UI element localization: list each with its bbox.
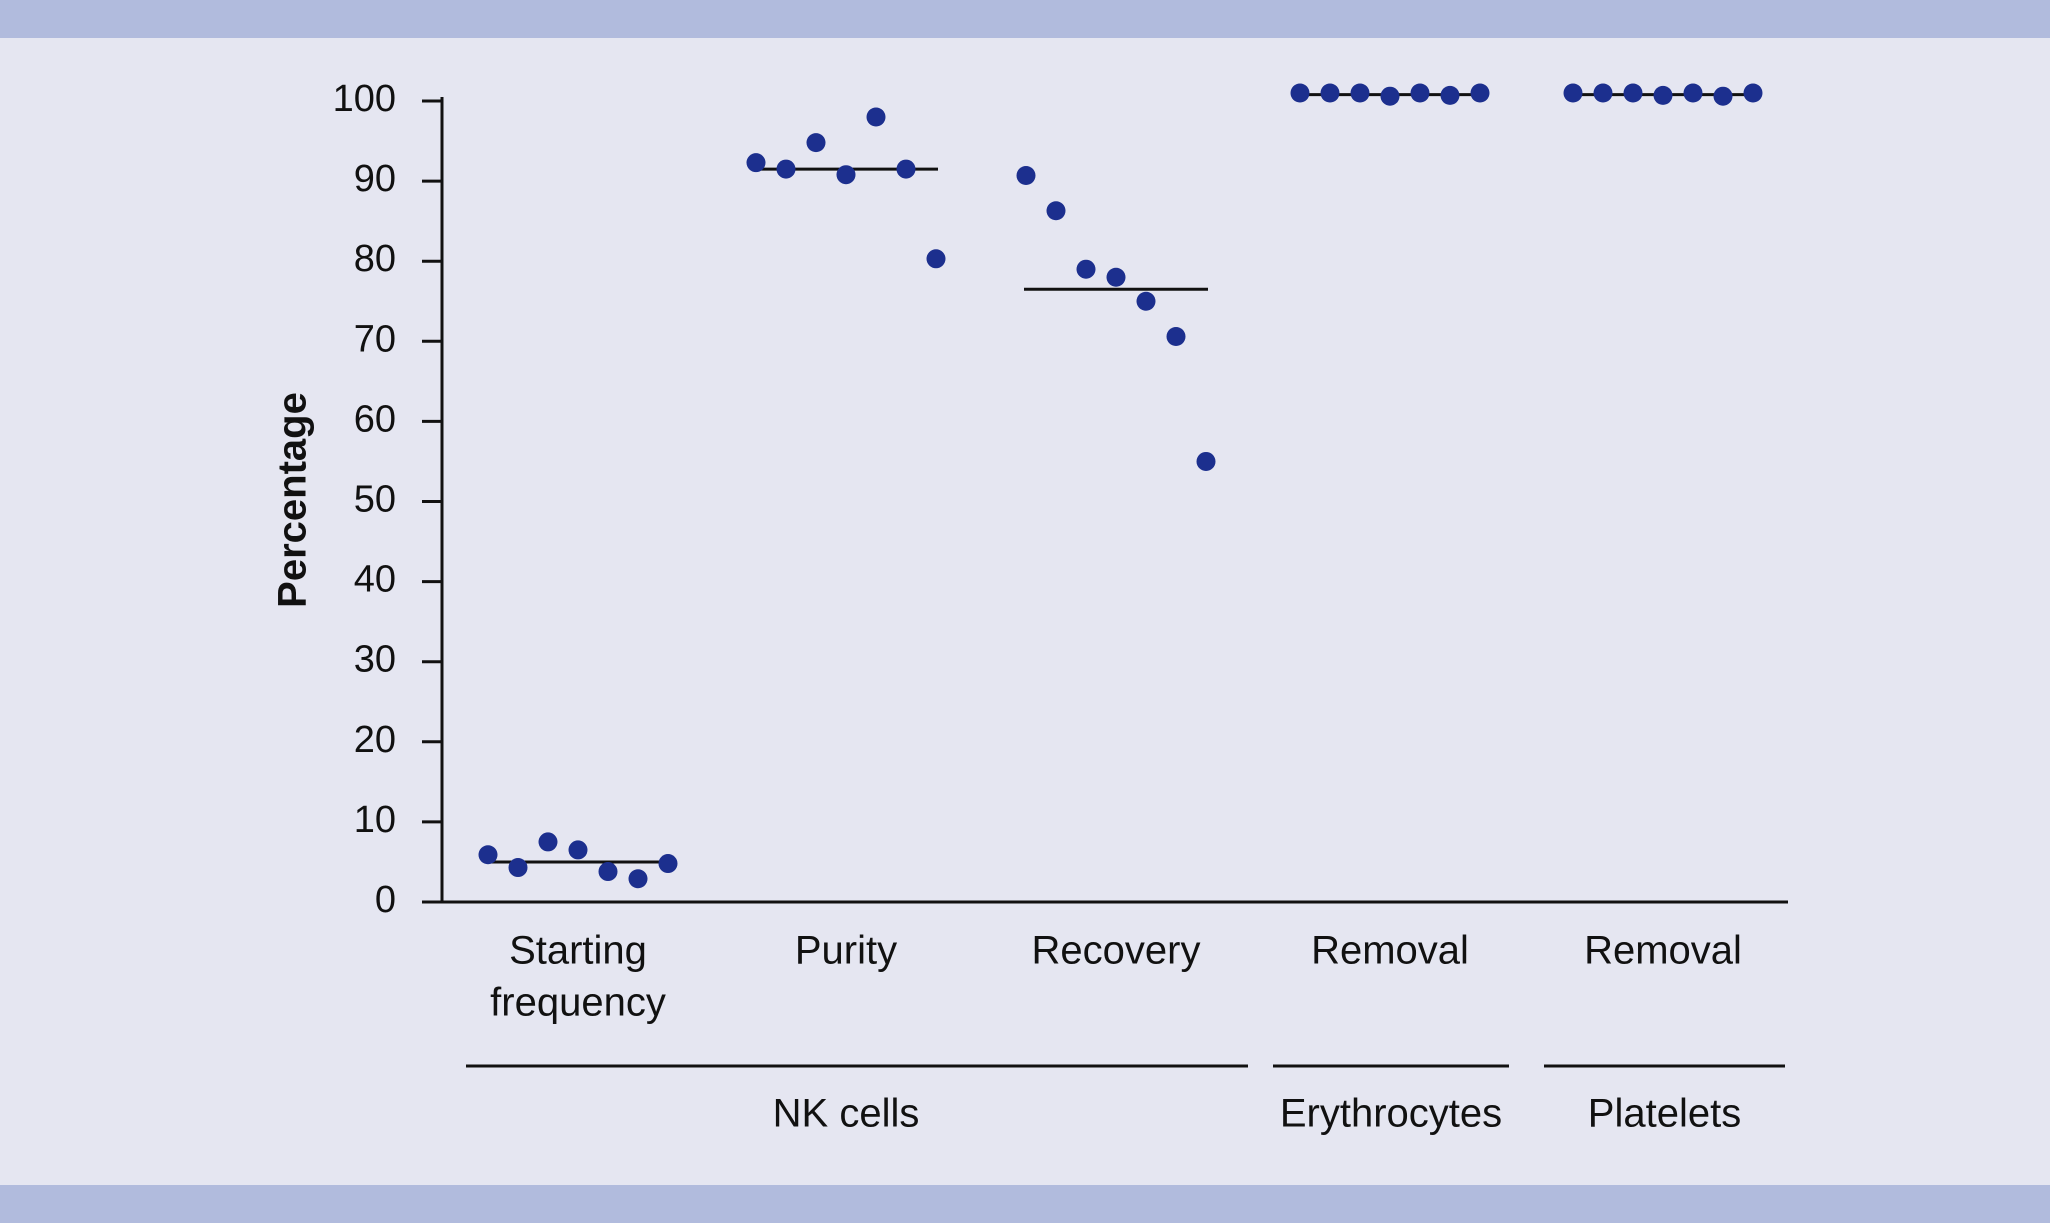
y-tick-label: 80	[354, 238, 396, 280]
data-point	[776, 159, 796, 179]
data-point	[1593, 83, 1613, 103]
data-point	[1196, 451, 1216, 471]
data-point	[1350, 83, 1370, 103]
category-label: Removal	[1311, 929, 1469, 973]
y-tick-label: 30	[354, 639, 396, 681]
data-point	[1076, 259, 1096, 279]
data-point	[836, 165, 856, 185]
data-point	[598, 862, 618, 882]
data-point	[926, 249, 946, 269]
median-lines	[486, 93, 1755, 864]
group-label: NK cells	[773, 1092, 920, 1136]
data-point	[1470, 83, 1490, 103]
y-tick-label: 0	[375, 879, 396, 921]
y-tick-label: 50	[354, 479, 396, 521]
category-label: frequency	[490, 981, 666, 1025]
group-label: Platelets	[1588, 1092, 1741, 1136]
y-tick-label: 100	[333, 78, 396, 120]
data-point	[538, 832, 558, 852]
data-point	[806, 133, 826, 153]
group-label: Erythrocytes	[1280, 1092, 1502, 1136]
data-point	[508, 858, 528, 878]
data-point	[1320, 83, 1340, 103]
data-point	[1683, 83, 1703, 103]
data-points	[478, 83, 1763, 889]
top-band	[0, 0, 2050, 38]
data-point	[658, 854, 678, 874]
data-point	[1653, 85, 1673, 105]
y-tick-label: 10	[354, 799, 396, 841]
category-label: Starting	[509, 929, 647, 973]
y-tick-label: 20	[354, 719, 396, 761]
data-point	[1563, 83, 1583, 103]
y-axis: 0 10 20 30 40 50 60 70 80 90 100	[333, 78, 444, 921]
data-point	[1410, 83, 1430, 103]
category-label: Recovery	[1032, 929, 1201, 973]
data-point	[1440, 85, 1460, 105]
data-point	[478, 845, 498, 865]
data-point	[628, 869, 648, 889]
data-point	[746, 153, 766, 173]
category-label: Removal	[1584, 929, 1742, 973]
data-point	[1743, 83, 1763, 103]
y-tick-label: 40	[354, 559, 396, 601]
data-point	[1106, 267, 1126, 287]
data-point	[1046, 201, 1066, 221]
y-tick-label: 90	[354, 158, 396, 200]
data-point	[1136, 291, 1156, 311]
data-point	[1623, 83, 1643, 103]
y-tick-label: 60	[354, 398, 396, 440]
data-point	[896, 159, 916, 179]
y-tick-label: 70	[354, 318, 396, 360]
data-point	[1713, 86, 1733, 106]
data-point	[1290, 83, 1310, 103]
category-label: Purity	[795, 929, 897, 973]
y-axis-label: Percentage	[271, 392, 315, 608]
data-point	[568, 840, 588, 860]
data-point	[1380, 86, 1400, 106]
category-labels: Starting frequency Purity Recovery Removal Re…	[490, 929, 1742, 1025]
data-point	[866, 107, 886, 127]
bottom-band	[0, 1185, 2050, 1223]
group-labels: NK cells Erythrocytes Platelets	[466, 1064, 1785, 1136]
data-point	[1016, 165, 1036, 185]
data-point	[1166, 326, 1186, 346]
